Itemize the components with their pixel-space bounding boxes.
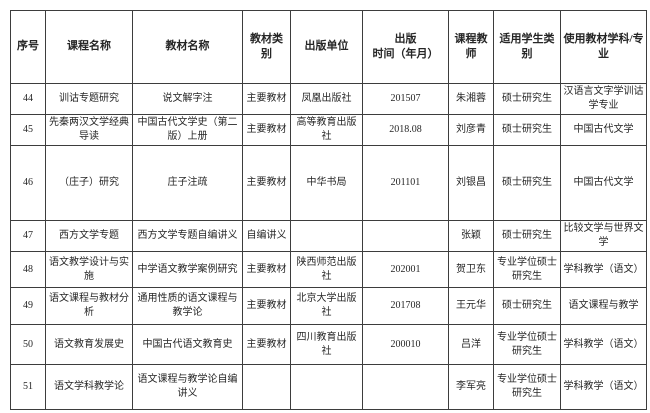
table-cell: 专业学位硕士研究生 [493, 251, 561, 288]
table-cell: 西方文学专题 [45, 220, 133, 252]
table-cell: 刘银昌 [448, 145, 494, 221]
table-row: 46 （庄子）研究 庄子注疏 主要教材 中华书局 201101 刘银昌 硕士研究生 中国古代文学 [10, 145, 647, 221]
table-row: 45 先秦两汉文学经典导读 中国古代文学史（第二版）上册 主要教材 高等教育出版社 201… [10, 114, 647, 146]
table-row: 44 训诂专题研究 说文解字注 主要教材 凤凰出版社 201507 朱湘蓉 硕士研究生 汉语言文… [10, 83, 647, 115]
table-cell: 陕西师范出版社 [290, 251, 363, 288]
table-cell: 主要教材 [242, 83, 291, 115]
table-cell: 中国古代文学 [560, 145, 647, 221]
table-cell [242, 364, 291, 410]
table-cell: 专业学位硕士研究生 [493, 324, 561, 365]
table-cell: 学科教学（语文） [560, 324, 647, 365]
table-row: 49 语文课程与教材分析 通用性质的语文课程与教学论 主要教材 北京大学出版社 20170… [10, 287, 647, 325]
table-cell: 主要教材 [242, 324, 291, 365]
header-cell-course-name: 课程名称 [45, 10, 133, 84]
table-cell: 48 [10, 251, 46, 288]
table-cell: 202001 [362, 251, 449, 288]
header-cell-subject-major: 使用教材学科/专 业 [560, 10, 647, 84]
table-cell: 中国古代文学史（第二版）上册 [132, 114, 243, 146]
header-cell-publisher: 出版单位 [290, 10, 363, 84]
table-cell [362, 364, 449, 410]
table-cell: 语文教育发展史 [45, 324, 133, 365]
table-cell: 主要教材 [242, 251, 291, 288]
table-cell: 凤凰出版社 [290, 83, 363, 115]
table-header: 序号 课程名称 教材名称 教材类别 出版单位 出版 时间（年月） 课程教师 适用… [10, 10, 647, 84]
table-cell: （庄子）研究 [45, 145, 133, 221]
table-cell: 中国古代文学 [560, 114, 647, 146]
table-cell: 朱湘蓉 [448, 83, 494, 115]
table-cell: 吕洋 [448, 324, 494, 365]
table-cell: 201101 [362, 145, 449, 221]
table-cell: 贺卫东 [448, 251, 494, 288]
table-cell: 语文教学设计与实施 [45, 251, 133, 288]
table-cell: 比较文学与世界文学 [560, 220, 647, 252]
table-cell: 学科教学（语文） [560, 364, 647, 410]
table-cell: 45 [10, 114, 46, 146]
header-cell-teacher: 课程教师 [448, 10, 494, 84]
table-cell: 主要教材 [242, 114, 291, 146]
table-cell: 主要教材 [242, 287, 291, 325]
table-cell: 北京大学出版社 [290, 287, 363, 325]
table-cell: 高等教育出版社 [290, 114, 363, 146]
table-cell: 四川教育出版社 [290, 324, 363, 365]
table-cell [290, 364, 363, 410]
table-cell: 中学语文教学案例研究 [132, 251, 243, 288]
table-cell: 张颖 [448, 220, 494, 252]
table-cell: 学科教学（语文） [560, 251, 647, 288]
table-row: 50 语文教育发展史 中国古代语文教育史 主要教材 四川教育出版社 200010 吕洋 专业学… [10, 324, 647, 365]
table-cell: 2018.08 [362, 114, 449, 146]
table-cell [362, 220, 449, 252]
table-cell: 主要教材 [242, 145, 291, 221]
table-cell: 硕士研究生 [493, 83, 561, 115]
table-cell: 47 [10, 220, 46, 252]
table-cell: 硕士研究生 [493, 287, 561, 325]
header-row: 序号 课程名称 教材名称 教材类别 出版单位 出版 时间（年月） 课程教师 适用… [10, 10, 647, 84]
table-row: 51 语文学科教学论 语文课程与教学论自编讲义 李军亮 专业学位硕士研究生 学科教学（语文… [10, 364, 647, 410]
table-cell: 中华书局 [290, 145, 363, 221]
table-cell: 201507 [362, 83, 449, 115]
table-cell: 训诂专题研究 [45, 83, 133, 115]
header-cell-publish-date: 出版 时间（年月） [362, 10, 449, 84]
table-row: 47 西方文学专题 西方文学专题自编讲义 自编讲义 张颖 硕士研究生 比较文学与世界文学 [10, 220, 647, 252]
table-cell: 先秦两汉文学经典导读 [45, 114, 133, 146]
table-cell: 语文课程与教学 [560, 287, 647, 325]
table-cell: 语文课程与教材分析 [45, 287, 133, 325]
table-cell: 49 [10, 287, 46, 325]
course-textbook-table: 序号 课程名称 教材名称 教材类别 出版单位 出版 时间（年月） 课程教师 适用… [10, 10, 647, 410]
table-cell: 说文解字注 [132, 83, 243, 115]
table-cell [290, 220, 363, 252]
header-cell-textbook-category: 教材类别 [242, 10, 291, 84]
table-cell: 语文学科教学论 [45, 364, 133, 410]
table-cell: 中国古代语文教育史 [132, 324, 243, 365]
table-cell: 46 [10, 145, 46, 221]
header-cell-student-category: 适用学生类 别 [493, 10, 561, 84]
table-cell: 硕士研究生 [493, 114, 561, 146]
table-cell: 自编讲义 [242, 220, 291, 252]
table-cell: 50 [10, 324, 46, 365]
table-row: 48 语文教学设计与实施 中学语文教学案例研究 主要教材 陕西师范出版社 202001 贺卫… [10, 251, 647, 288]
table-cell: 硕士研究生 [493, 145, 561, 221]
table-cell: 201708 [362, 287, 449, 325]
table-cell: 王元华 [448, 287, 494, 325]
table-body: 44 训诂专题研究 说文解字注 主要教材 凤凰出版社 201507 朱湘蓉 硕士研究生 汉语言文… [10, 83, 647, 410]
table-cell: 44 [10, 83, 46, 115]
table-cell: 51 [10, 364, 46, 410]
table-cell: 刘彦青 [448, 114, 494, 146]
table-cell: 通用性质的语文课程与教学论 [132, 287, 243, 325]
table-cell: 硕士研究生 [493, 220, 561, 252]
table-cell: 西方文学专题自编讲义 [132, 220, 243, 252]
table-cell: 汉语言文字学训诂学专业 [560, 83, 647, 115]
table-cell: 李军亮 [448, 364, 494, 410]
table-cell: 专业学位硕士研究生 [493, 364, 561, 410]
header-cell-textbook-name: 教材名称 [132, 10, 243, 84]
table-cell: 庄子注疏 [132, 145, 243, 221]
table-cell: 200010 [362, 324, 449, 365]
header-cell-index: 序号 [10, 10, 46, 84]
table-cell: 语文课程与教学论自编讲义 [132, 364, 243, 410]
